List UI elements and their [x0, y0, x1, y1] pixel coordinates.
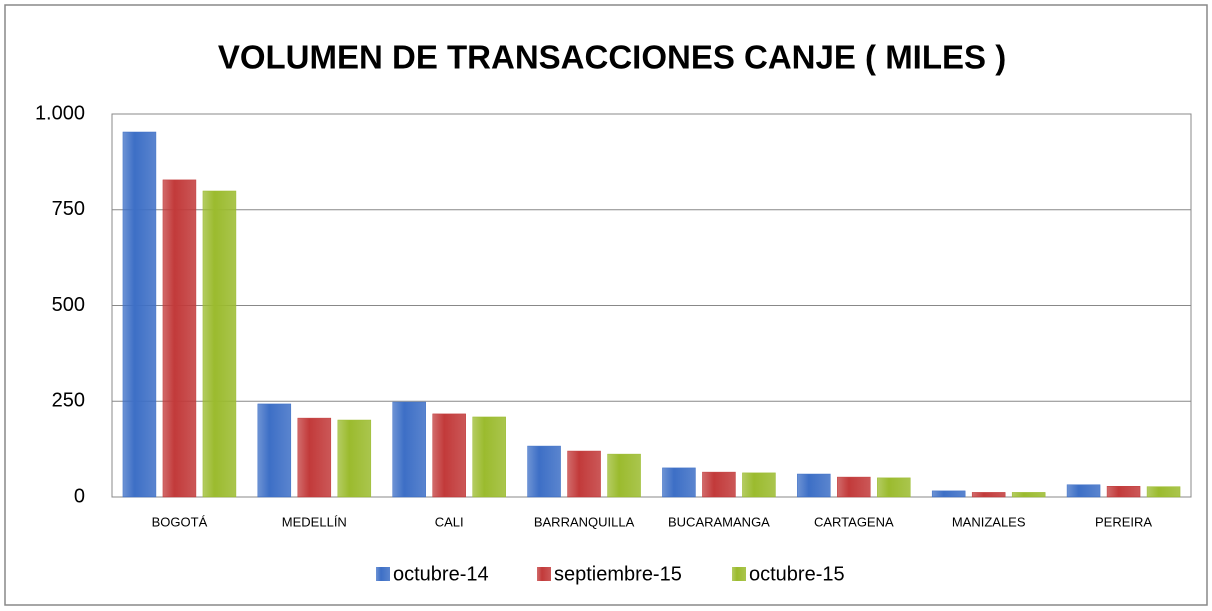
legend-swatch: [732, 567, 746, 581]
legend-swatch: [537, 567, 551, 581]
bar: [1066, 484, 1101, 498]
bar: [392, 401, 426, 498]
bar: [202, 190, 237, 498]
bar: [527, 445, 561, 498]
bar: [297, 417, 332, 498]
legend-label: octubre-14: [393, 563, 489, 585]
bar: [931, 490, 966, 498]
bar: [607, 453, 641, 498]
x-tick-label: BUCARAMANGA: [668, 514, 770, 529]
chart-title: VOLUMEN DE TRANSACCIONES CANJE ( MILES ): [218, 39, 1006, 76]
bar: [742, 472, 776, 498]
bar: [1011, 492, 1046, 498]
bar: [797, 473, 831, 498]
bar: [837, 476, 871, 498]
bar: [1146, 486, 1181, 498]
x-tick-label: BOGOTÁ: [152, 514, 208, 529]
y-tick-label: 0: [74, 485, 85, 507]
bar: [567, 450, 601, 498]
x-tick-label: MANIZALES: [952, 514, 1026, 529]
bar: [662, 467, 696, 498]
bar: [702, 471, 736, 498]
x-tick-label: CALI: [435, 514, 464, 529]
x-tick-label: BARRANQUILLA: [534, 514, 635, 529]
x-tick-label: PEREIRA: [1095, 514, 1152, 529]
bar: [877, 477, 911, 498]
legend-label: octubre-15: [749, 563, 845, 585]
y-tick-label: 750: [52, 198, 85, 220]
bar: [122, 131, 157, 498]
y-tick-label: 500: [52, 294, 85, 316]
bar: [432, 413, 466, 498]
y-tick-label: 250: [52, 390, 85, 412]
x-tick-label: CARTAGENA: [814, 514, 894, 529]
bar: [472, 416, 506, 498]
bar: [162, 179, 197, 498]
bar: [337, 419, 372, 498]
legend-swatch: [376, 567, 390, 581]
legend-label: septiembre-15: [554, 563, 682, 585]
bar: [1106, 486, 1141, 498]
y-tick-label: 1.000: [35, 102, 85, 124]
bar: [971, 492, 1006, 498]
bar: [257, 403, 292, 498]
x-tick-label: MEDELLÍN: [282, 514, 347, 529]
